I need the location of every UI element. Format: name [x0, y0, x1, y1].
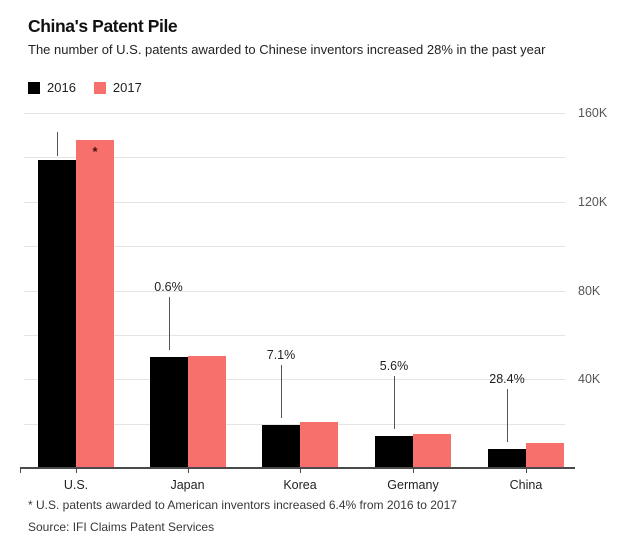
annotation-leader-line — [57, 131, 58, 156]
bar-korea-2017 — [300, 421, 338, 468]
y-axis-tick-label: 120K — [578, 194, 608, 209]
bar-china-2017 — [526, 442, 564, 468]
x-axis-tick — [526, 468, 527, 473]
page-title: China's Patent Pile — [28, 16, 178, 36]
legend-label-2017: 2017 — [112, 80, 142, 95]
y-gridline — [24, 157, 565, 159]
bar-germany-2017 — [413, 434, 451, 468]
source-credit: Source: IFI Claims Patent Services — [28, 520, 215, 534]
x-axis-tick — [76, 468, 77, 473]
chart-subtitle: The number of U.S. patents awarded to Ch… — [28, 42, 546, 57]
x-axis-category-label: Japan — [170, 478, 205, 492]
bar-us-2017 — [76, 139, 114, 468]
y-gridline — [24, 201, 565, 203]
y-gridline — [24, 379, 565, 381]
y-gridline — [24, 246, 565, 248]
asterisk-marker: * — [92, 143, 98, 159]
bar-korea-2016 — [262, 424, 300, 468]
legend-swatch-2016 — [28, 81, 40, 94]
annotation-percent-label: 7.1% — [266, 347, 296, 362]
annotation-leader-line — [507, 388, 508, 442]
legend-swatch-2017 — [93, 81, 106, 94]
y-axis-tick-label: 80K — [578, 283, 601, 298]
bar-japan-2017 — [187, 356, 226, 468]
x-axis-category-label: China — [509, 478, 543, 492]
y-axis-tick-label: 40K — [578, 372, 601, 387]
y-axis-tick-label: 160K — [578, 106, 608, 120]
x-axis-category-label: Germany — [387, 478, 439, 492]
y-gridline — [24, 423, 565, 425]
footnote: * U.S. patents awarded to American inven… — [28, 498, 457, 512]
annotation-leader-line — [281, 364, 282, 418]
x-axis-baseline — [20, 467, 575, 469]
y-gridline — [24, 113, 565, 114]
x-axis-category-label: U.S. — [63, 478, 89, 492]
legend-item-2016: 2016 — [28, 80, 76, 95]
x-axis-edge-tick — [20, 468, 21, 473]
bar-japan-2016 — [149, 357, 188, 468]
y-gridline — [24, 334, 565, 336]
legend-item-2017: 2017 — [93, 80, 142, 95]
legend: 2016 2017 — [28, 80, 142, 95]
y-gridline — [24, 290, 565, 292]
bar-us-2016 — [38, 159, 76, 468]
bar-china-2016 — [488, 448, 526, 468]
annotation-percent-label: 28.4% — [489, 371, 525, 386]
x-axis-tick — [187, 468, 189, 473]
annotation-percent-label: 0.6% — [154, 280, 183, 295]
x-axis-category-label: Korea — [283, 478, 317, 492]
legend-label-2016: 2016 — [47, 80, 76, 95]
annotation-leader-line — [394, 375, 395, 429]
annotation-percent-label: 5.6% — [379, 358, 409, 373]
x-axis-tick — [413, 468, 414, 473]
bar-germany-2016 — [375, 435, 413, 468]
x-axis-tick — [300, 468, 301, 473]
annotation-leader-line — [168, 297, 170, 351]
